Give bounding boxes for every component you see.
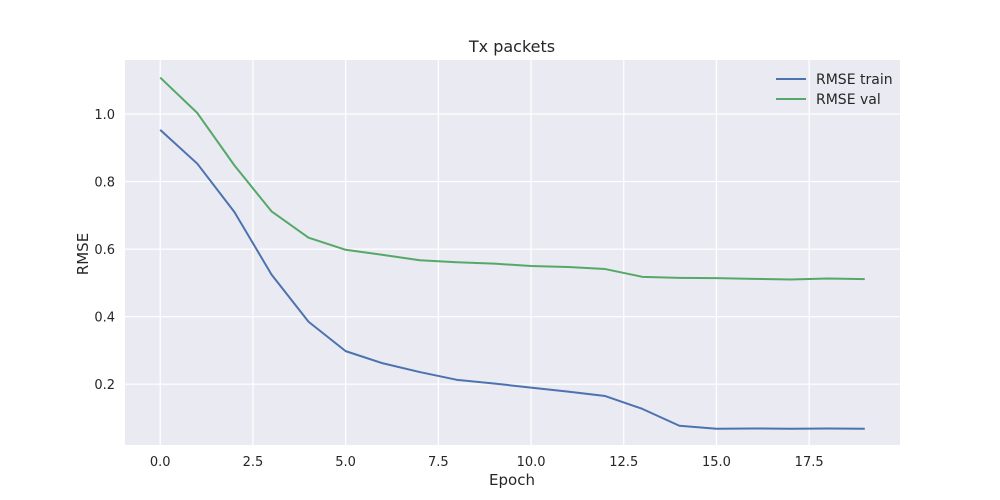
- x-tick-label: 5.0: [335, 455, 356, 470]
- chart-title: Tx packets: [468, 37, 555, 56]
- x-tick-labels: 0.0 2.5 5.0 7.5 10.0 12.5 15.0 17.5: [150, 455, 824, 470]
- grid: [125, 60, 900, 445]
- x-axis-label: Epoch: [489, 471, 535, 489]
- x-tick-label: 15.0: [702, 455, 731, 470]
- x-tick-label: 10.0: [517, 455, 546, 470]
- x-tick-label: 2.5: [243, 455, 264, 470]
- y-tick-label: 0.6: [94, 243, 115, 258]
- x-tick-label: 7.5: [428, 455, 449, 470]
- plot-area: [125, 60, 900, 445]
- series-line-train: [159, 129, 865, 430]
- legend-label-train: RMSE train: [816, 72, 893, 88]
- y-tick-label: 0.4: [94, 311, 115, 326]
- x-tick-label: 17.5: [795, 455, 824, 470]
- legend-label-val: RMSE val: [816, 92, 881, 108]
- series-lines: [159, 76, 865, 430]
- x-tick-label: 12.5: [609, 455, 638, 470]
- y-tick-label: 1.0: [94, 108, 115, 123]
- y-axis-label: RMSE: [74, 233, 92, 275]
- y-tick-labels: 0.2 0.4 0.6 0.8 1.0: [94, 108, 115, 393]
- y-tick-label: 0.2: [94, 378, 115, 393]
- series-line-val: [159, 76, 865, 281]
- y-tick-label: 0.8: [94, 176, 115, 191]
- legend: RMSE train RMSE val: [776, 72, 893, 108]
- x-tick-label: 0.0: [150, 455, 171, 470]
